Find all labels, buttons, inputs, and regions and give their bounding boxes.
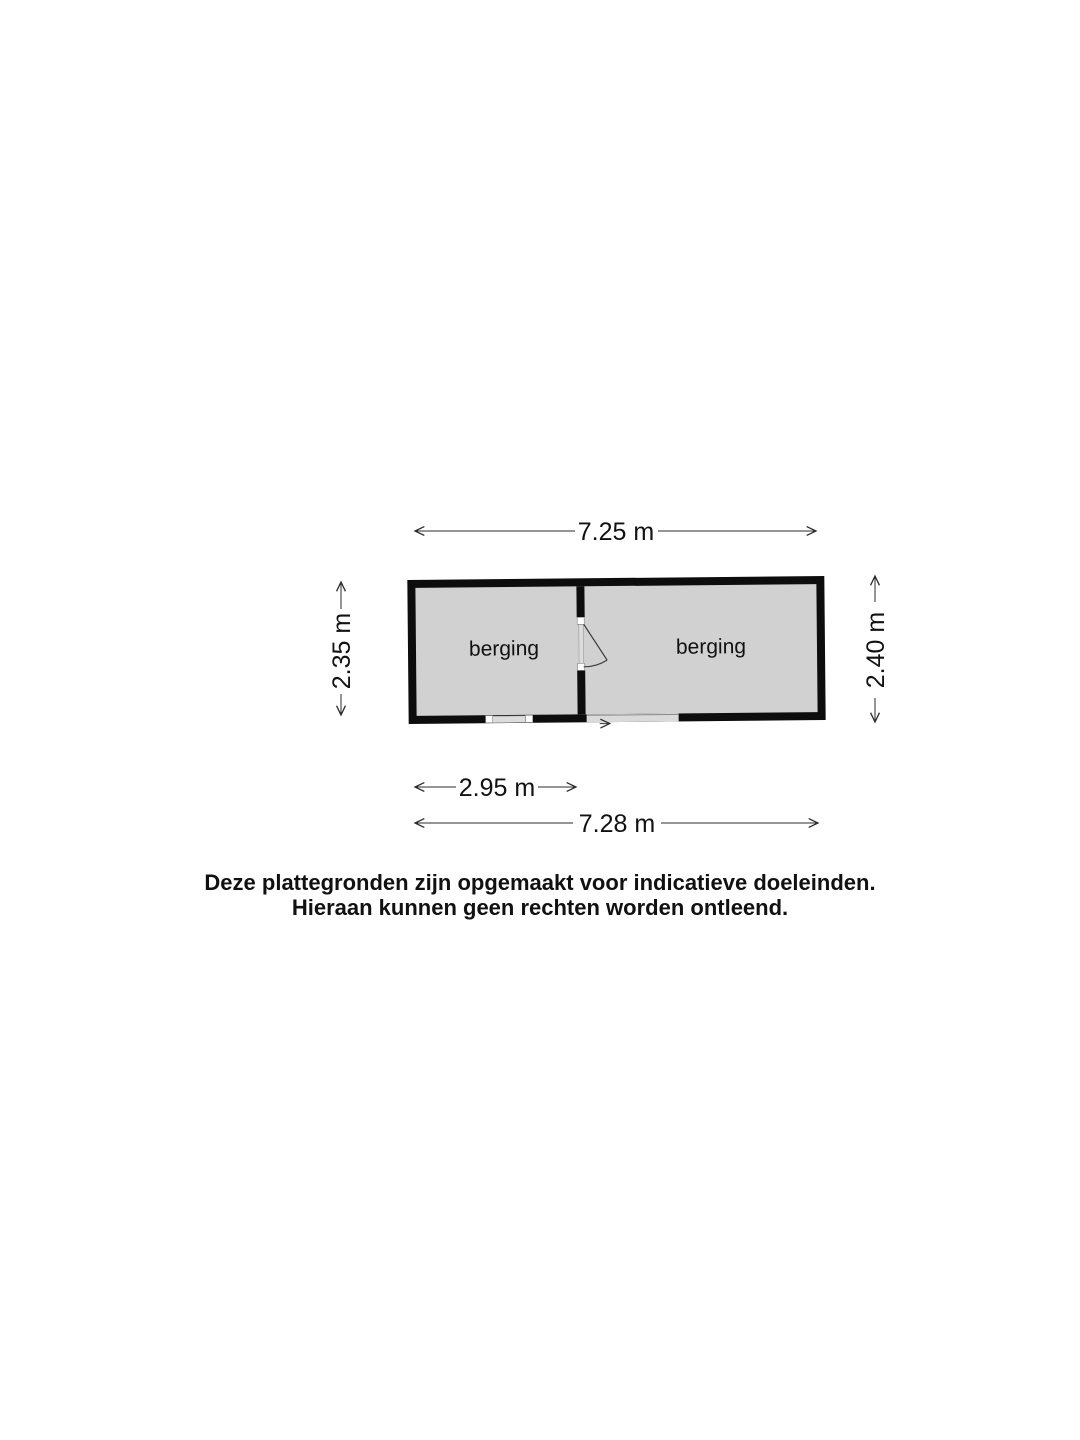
interior-door xyxy=(576,616,608,671)
dim-label-bottom-total-width: 7.28 m xyxy=(579,810,655,838)
disclaimer: Deze plattegronden zijn opgemaakt voor i… xyxy=(0,870,1080,920)
door-hinge-bottom xyxy=(577,662,586,671)
door-swing-arc xyxy=(583,659,608,668)
door-hinge-top xyxy=(576,616,585,625)
door-jamb xyxy=(578,624,584,664)
dimension-bottom-total-width: 7.28 m xyxy=(413,810,820,838)
window xyxy=(485,714,534,724)
dim-label-left-height: 2.35 m xyxy=(328,613,356,689)
disclaimer-line-1: Deze plattegronden zijn opgemaakt voor i… xyxy=(204,870,876,895)
window-frame-left xyxy=(485,715,494,724)
opening-edge-line xyxy=(586,713,679,716)
middle-wall-lower xyxy=(577,670,586,715)
door-leaf xyxy=(583,623,608,661)
window-frame-right xyxy=(525,714,534,723)
bottom-opening xyxy=(586,713,679,729)
floorplan-drawing: 7.25 m 2.35 m 2.40 m xyxy=(328,518,890,838)
dimension-right-height: 2.40 m xyxy=(862,574,890,724)
room-label-left: berging xyxy=(469,637,539,661)
dimension-left-height: 2.35 m xyxy=(328,580,356,717)
building: berging berging xyxy=(407,576,826,729)
disclaimer-line-2: Hieraan kunnen geen rechten worden ontle… xyxy=(291,895,789,920)
dim-label-bottom-left-width: 2.95 m xyxy=(459,774,535,802)
window-pane xyxy=(492,715,526,723)
middle-wall-upper xyxy=(576,586,585,618)
dim-label-top-width: 7.25 m xyxy=(578,518,654,546)
floor-area xyxy=(415,584,818,716)
dimension-bottom-left-width: 2.95 m xyxy=(413,774,578,802)
dimension-top-width: 7.25 m xyxy=(413,518,818,546)
room-label-right: berging xyxy=(676,635,746,659)
dim-label-right-height: 2.40 m xyxy=(862,612,890,688)
